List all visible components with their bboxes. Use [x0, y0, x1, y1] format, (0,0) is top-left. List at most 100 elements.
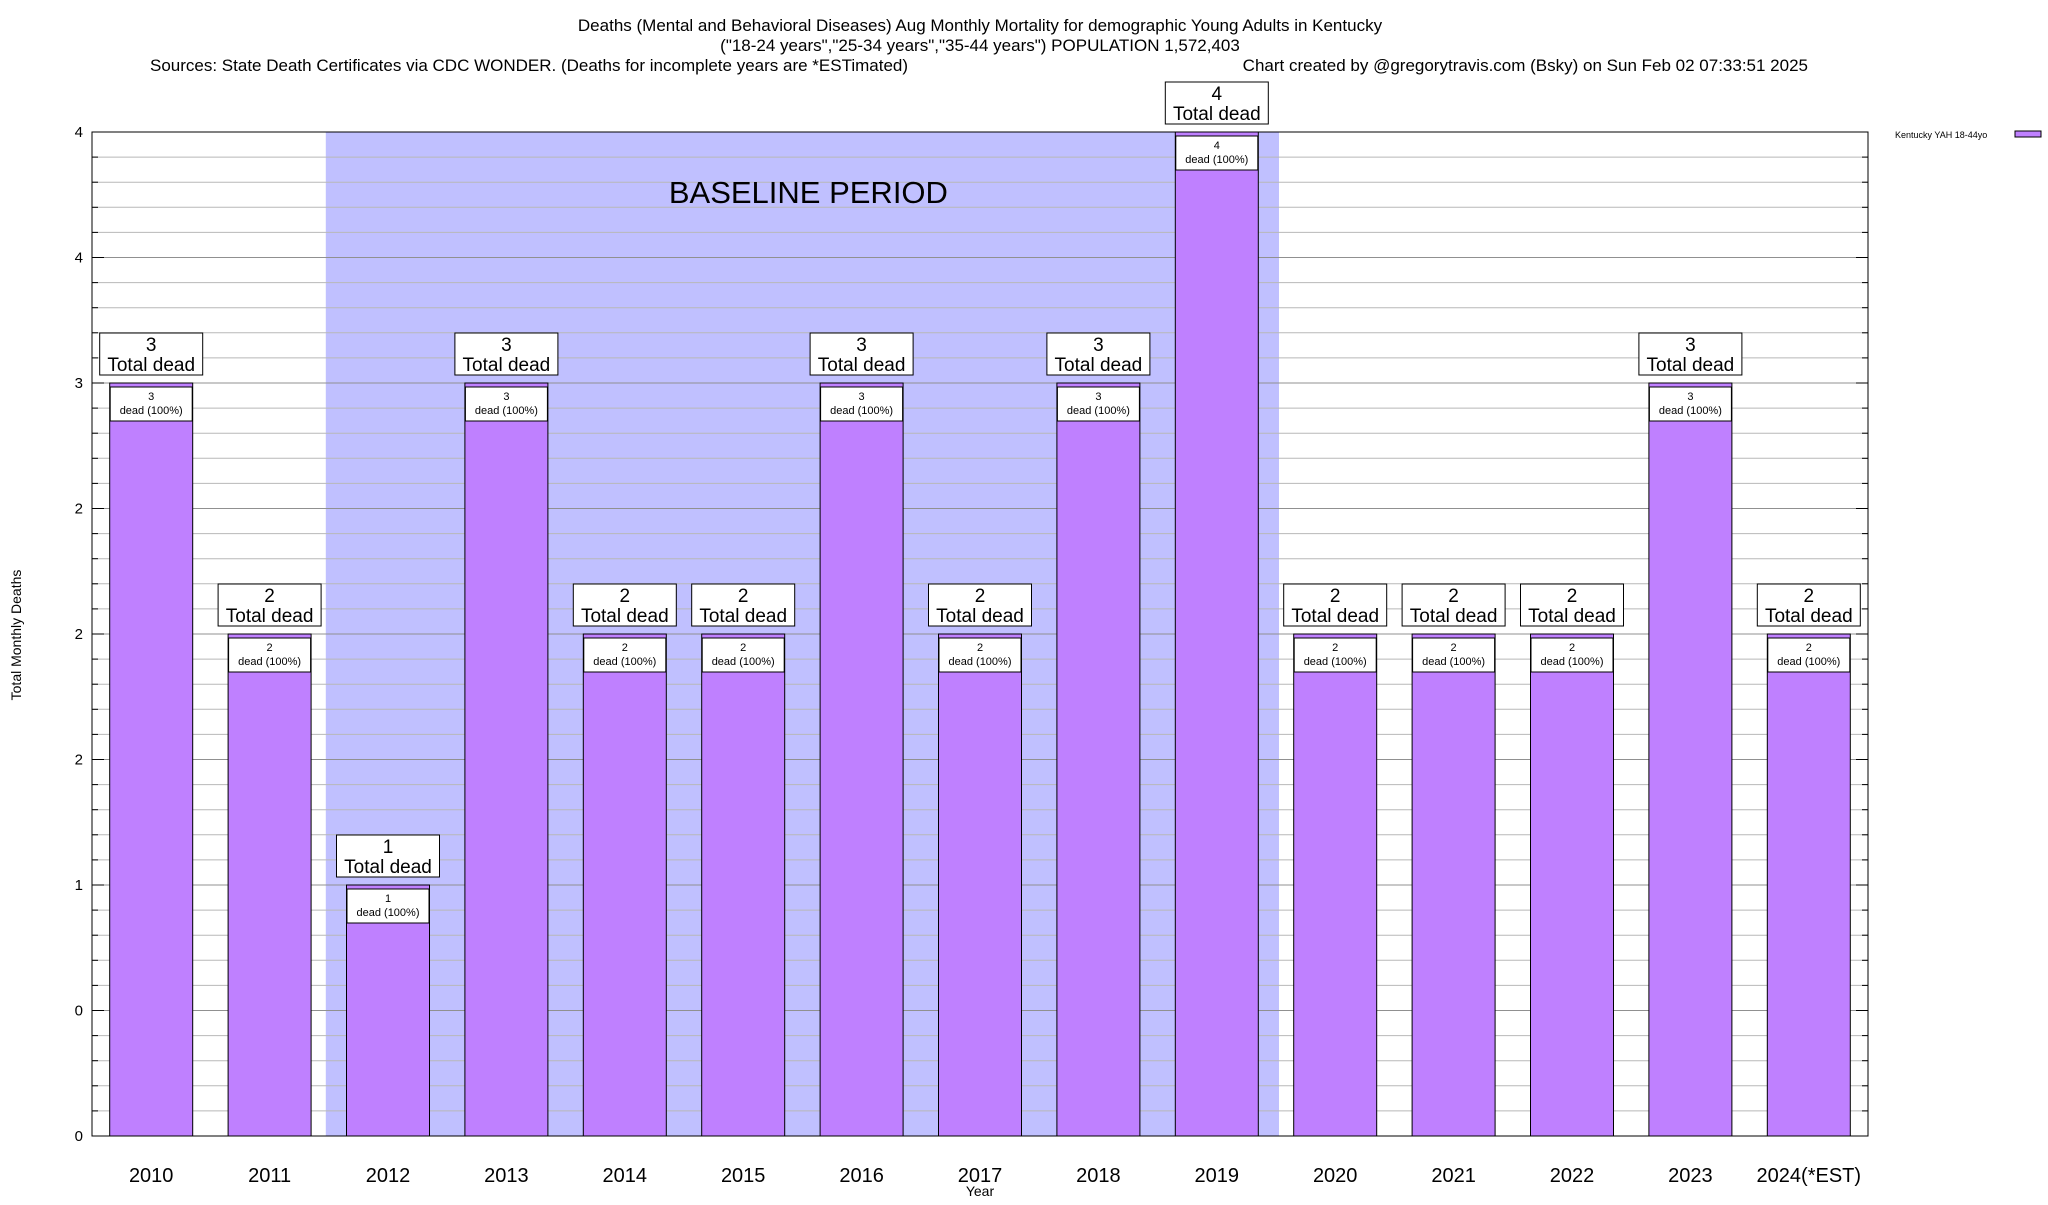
inner-label-text: dead (100%) — [1777, 656, 1840, 668]
x-tick-label: 2021 — [1431, 1165, 1476, 1187]
total-label-count: 3 — [1093, 335, 1104, 356]
total-label-text: Total dead — [699, 606, 787, 627]
total-label-count: 2 — [975, 586, 986, 607]
total-label-count: 2 — [1448, 586, 1459, 607]
legend-swatch — [2014, 130, 2042, 138]
total-label-count: 3 — [501, 335, 512, 356]
inner-label-box — [1056, 386, 1140, 422]
inner-label-text: dead (100%) — [712, 656, 775, 668]
x-tick-label: 2013 — [484, 1165, 529, 1187]
y-ticks: 0 0 1 2 2 2 3 4 4 — [75, 124, 1868, 1145]
y-tick-label: 2 — [75, 501, 83, 518]
inner-label-box — [1530, 637, 1614, 673]
inner-label-text: dead (100%) — [1659, 405, 1722, 417]
x-tick-label: 2024(*EST) — [1757, 1165, 1862, 1187]
total-label-count: 2 — [1804, 586, 1815, 607]
inner-label-count: 3 — [1095, 391, 1101, 403]
total-label-box — [1401, 583, 1506, 627]
inner-label-text: dead (100%) — [475, 405, 538, 417]
y-tick-label: 3 — [75, 375, 83, 392]
legend-label: Kentucky YAH 18-44yo — [1895, 130, 1987, 140]
inner-label-count: 2 — [977, 642, 983, 654]
bar-2017 — [938, 633, 1022, 1137]
total-label-text: Total dead — [344, 857, 432, 878]
total-label-box — [454, 332, 559, 376]
inner-label-count: 3 — [503, 391, 509, 403]
inner-label-box — [938, 637, 1022, 673]
x-tick-label: 2012 — [366, 1165, 411, 1187]
inner-label-count: 1 — [385, 893, 391, 905]
inner-label-box — [464, 386, 548, 422]
total-label-box — [1638, 332, 1743, 376]
inner-label-count: 2 — [1332, 642, 1338, 654]
y-tick-label: 0 — [75, 1003, 83, 1020]
inner-label-text: dead (100%) — [949, 656, 1012, 668]
x-tick-label: 2023 — [1668, 1165, 1713, 1187]
total-label-count: 3 — [146, 335, 157, 356]
bar-2014 — [582, 633, 667, 1137]
bar-2021 — [1411, 633, 1496, 1137]
inner-label-count: 2 — [740, 642, 746, 654]
total-label-text: Total dead — [581, 606, 669, 627]
x-tick-label: 2020 — [1313, 1165, 1358, 1187]
inner-label-count: 3 — [148, 391, 154, 403]
inner-label-count: 3 — [859, 391, 865, 403]
y-tick-label: 4 — [75, 250, 83, 267]
total-label-count: 2 — [264, 586, 275, 607]
total-label-box — [1046, 332, 1151, 376]
total-label-box — [928, 583, 1032, 627]
y-axis-title: Total Monthly Deaths — [8, 570, 24, 701]
legend: Kentucky YAH 18-44yo — [1895, 130, 2042, 140]
x-tick-label: 2018 — [1076, 1165, 1121, 1187]
inner-label-box — [820, 386, 904, 422]
inner-label-box — [346, 888, 430, 924]
x-tick-label: 2011 — [248, 1165, 291, 1187]
bar-2020 — [1293, 633, 1378, 1137]
inner-label-box — [583, 637, 667, 673]
inner-label-count: 2 — [1569, 642, 1575, 654]
total-label-box — [1756, 583, 1861, 627]
total-label-text: Total dead — [1765, 606, 1853, 627]
x-tick-label: 2017 — [958, 1165, 1003, 1187]
total-label-box — [691, 583, 796, 627]
inner-label-text: dead (100%) — [357, 907, 420, 919]
total-label-text: Total dead — [1291, 606, 1379, 627]
total-label-text: Total dead — [1647, 355, 1735, 376]
bar-2010 — [109, 382, 194, 1137]
x-tick-label: 2015 — [721, 1165, 766, 1187]
total-label-count: 2 — [738, 586, 749, 607]
inner-label-count: 2 — [1806, 642, 1812, 654]
y-tick-label: 4 — [75, 124, 83, 141]
y-tick-label: 1 — [75, 877, 83, 894]
total-label-count: 3 — [1685, 335, 1696, 356]
baseline-period-label: BASELINE PERIOD — [669, 175, 948, 210]
inner-label-text: dead (100%) — [1067, 405, 1130, 417]
inner-label-count: 2 — [1451, 642, 1457, 654]
x-axis-title: Year — [966, 1183, 995, 1199]
inner-label-count: 2 — [267, 642, 273, 654]
chart-header: Deaths (Mental and Behavioral Diseases) … — [150, 16, 1808, 75]
bar-2018 — [1056, 382, 1141, 1137]
total-label-box — [217, 583, 322, 627]
chart-sources: Sources: State Death Certificates via CD… — [150, 56, 908, 75]
total-label-count: 2 — [620, 586, 631, 607]
total-label-text: Total dead — [936, 606, 1024, 627]
total-label-box — [1283, 583, 1388, 627]
bar-2023 — [1648, 382, 1733, 1137]
bar-2022 — [1530, 633, 1614, 1137]
inner-label-count: 2 — [622, 642, 628, 654]
inner-label-box — [1648, 386, 1732, 422]
x-tick-label: 2019 — [1195, 1165, 1240, 1187]
chart-credit: Chart created by @gregorytravis.com (Bsk… — [1243, 56, 1808, 75]
total-label-box — [1520, 583, 1624, 627]
total-label-text: Total dead — [818, 355, 906, 376]
bar-2024(*EST) — [1766, 633, 1851, 1137]
chart-title-line-1: Deaths (Mental and Behavioral Diseases) … — [578, 16, 1383, 35]
total-label-box — [99, 332, 204, 376]
total-label-box — [809, 332, 914, 376]
y-tick-label: 2 — [75, 752, 83, 769]
inner-label-box — [228, 637, 312, 673]
